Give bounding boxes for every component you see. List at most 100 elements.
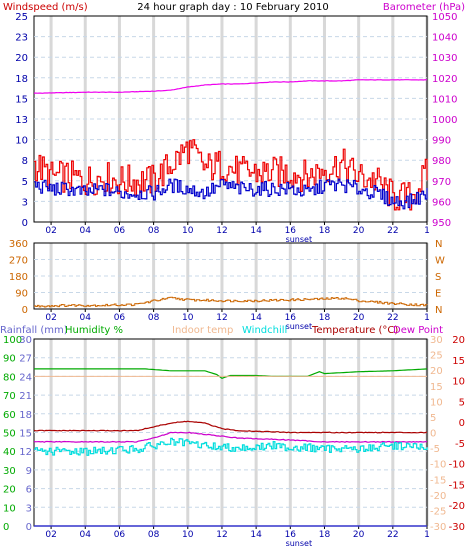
panel2-xtick-label: 18 [319,313,331,323]
panel1-left-tick-label: 15 [15,94,28,105]
temp-left-tick-label: 0 [430,429,436,440]
panel1-left-tick-label: 0 [22,218,28,229]
panel1-left-tick-label: 13 [15,115,28,126]
panel2-xtick-label: 08 [148,313,160,323]
windspeed-axis-title: Windspeed (m/s) [3,2,88,13]
panel1-xtick-label: 20 [353,226,365,236]
panel2-xtick-label: 02 [45,313,56,323]
humidity-tick-label: 70 [3,391,16,402]
panel1-right-tick-label: 1040 [432,33,457,44]
panel2-xtick-label: 12 [216,313,227,323]
panel1-left-tick-label: 25 [15,12,28,23]
panel3-xtick-label: 16 [285,530,297,540]
temp-right-tick-label: -5 [455,439,465,450]
panel1-right-tick-label: 980 [432,156,451,167]
rainfall-tick-label: 0 [26,522,32,533]
panel1-right-tick-label: 970 [432,177,451,188]
temp-left-tick-label: 25 [430,351,443,362]
panel1-right-tick-label: 1020 [432,74,457,85]
rainfall-tick-label: 3 [26,503,32,514]
panel2-xtick-label: 10 [182,313,194,323]
legend-item-4: Temperature (°C) [311,325,398,336]
legend-item-3: Windchill [242,325,287,336]
panel1-xtick-label: 08 [148,226,160,236]
temp-right-tick-label: 5 [459,397,465,408]
panel1-right-tick-label: 950 [432,218,451,229]
rainfall-tick-label: 9 [26,466,32,477]
panel1-right-tick-label: 1010 [432,94,457,105]
humidity-tick-label: 40 [3,447,16,458]
panel2-sunset-label: sunset [286,322,313,331]
rainfall-tick-label: 12 [19,447,32,458]
temp-right-tick-label: -10 [449,460,465,471]
panel2-left-tick-label: 180 [9,272,28,283]
panel1-left-tick-label: 8 [22,156,28,167]
temperature-line [33,420,428,434]
panel1-left-tick-label: 5 [22,177,28,188]
rainfall-tick-label: 27 [19,354,32,365]
windspeed-line [34,178,428,210]
legend-item-5: Dew Point [393,325,443,336]
temp-right-tick-label: 10 [452,377,465,388]
panel1-left-tick-label: 3 [22,197,28,208]
panel1-left-tick-label: 23 [15,33,28,44]
rainfall-tick-label: 18 [19,410,32,421]
panel2-left-tick-label: 270 [9,256,28,267]
dew-point-line [33,431,428,443]
panel3-xtick-label: 02 [45,530,56,540]
panel1-xtick-label: 10 [182,226,194,236]
panel1-xtick-label: 14 [250,226,262,236]
humidity-tick-label: 50 [3,429,16,440]
humidity-tick-label: 10 [3,503,16,514]
panel2-left-tick-label: 90 [15,289,28,300]
temp-left-tick-label: -15 [430,475,446,486]
temp-left-tick-label: -30 [430,522,446,533]
panel2-xtick-label: 06 [114,313,126,323]
panel3-xtick-label: 06 [114,530,126,540]
panel1-xtick-label: 16 [285,226,297,236]
humidity-tick-label: 30 [3,466,16,477]
humidity-tick-label: 90 [3,354,16,365]
panel1-xtick-label: 04 [80,226,92,236]
panel1-xtick-label: 22 [387,226,398,236]
panel1-sunset-label: sunset [286,235,313,244]
temp-left-tick-label: -5 [430,444,440,455]
panel1-right-tick-label: 1000 [432,115,457,126]
rainfall-tick-label: 15 [19,429,32,440]
temp-right-tick-label: 15 [452,356,465,367]
temp-left-tick-label: -20 [430,491,446,502]
humidity-tick-label: 0 [3,522,9,533]
humidity-line [34,368,428,379]
panel2-left-tick-label: 0 [22,305,28,316]
wind-direction-line [34,296,428,308]
rainfall-tick-label: 30 [19,335,32,346]
barometer-line [34,79,428,94]
panel2-xtick-label: 1 [424,313,430,323]
temp-left-tick-label: 30 [430,335,443,346]
temp-left-tick-label: -25 [430,506,446,517]
humidity-tick-label: 100 [3,335,22,346]
panel2-compass-label: N [435,305,442,316]
panel3-xtick-label: 1 [424,530,430,540]
panel2-left-tick-label: 360 [9,239,28,250]
temp-left-tick-label: 10 [430,397,443,408]
panel2-compass-label: S [435,272,441,283]
panel1-left-tick-label: 18 [15,74,28,85]
panel1-xtick-label: 18 [319,226,331,236]
gust-line [34,139,428,211]
humidity-tick-label: 20 [3,485,16,496]
temp-right-tick-label: 0 [459,418,465,429]
panel2-xtick-label: 16 [285,313,297,323]
panel2-xtick-label: 14 [250,313,262,323]
chart-title: 24 hour graph day : 10 February 2010 [137,2,328,13]
panel1-xtick-label: 1 [424,226,430,236]
panel1-xtick-label: 06 [114,226,126,236]
panel3-xtick-label: 22 [387,530,398,540]
panel1-right-tick-label: 1050 [432,12,457,23]
panel3-xtick-label: 14 [250,530,262,540]
temp-right-tick-label: -15 [449,480,465,491]
temp-left-tick-label: 5 [430,413,436,424]
legend-item-0: Rainfall (mm) [0,325,68,336]
